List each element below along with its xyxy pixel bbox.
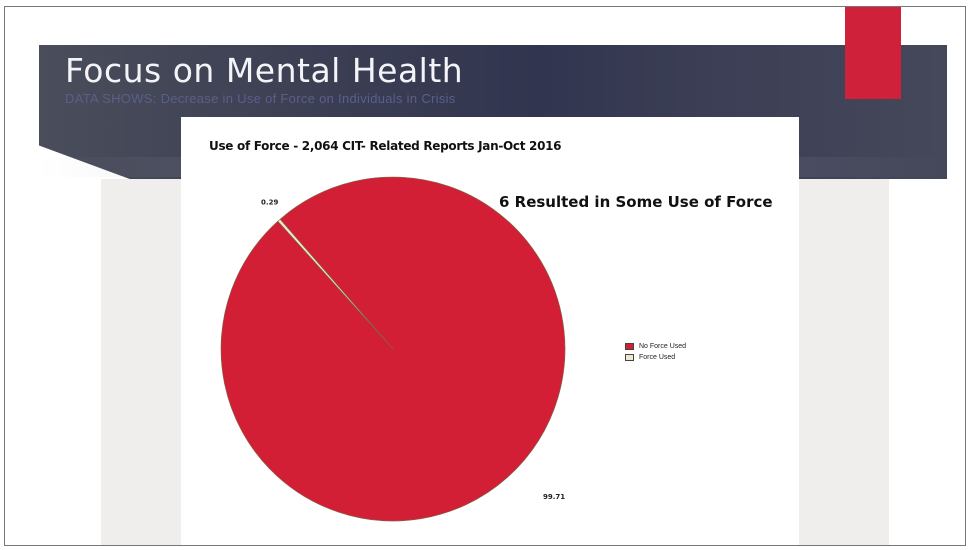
side-panel-right: [799, 179, 889, 545]
side-panel-left: [101, 179, 181, 545]
pie-slice-no-force: [220, 176, 566, 522]
slide-title: Focus on Mental Health: [65, 51, 464, 90]
legend-item-force: Force Used: [625, 352, 686, 362]
legend-label-force: Force Used: [639, 353, 676, 361]
legend-item-no-force: No Force Used: [625, 341, 686, 351]
chart-legend: No Force Used Force Used: [625, 341, 686, 363]
chart-panel: Use of Force - 2,064 CIT- Related Report…: [181, 117, 799, 545]
slice-label-no-force: 99.71: [543, 493, 565, 501]
slide: Focus on Mental Health DATA SHOWS: Decre…: [4, 6, 966, 546]
chart-annotation: 6 Resulted in Some Use of Force: [499, 193, 773, 211]
legend-swatch-no-force: [625, 342, 634, 350]
slide-subtitle: DATA SHOWS: Decrease in Use of Force on …: [65, 91, 456, 106]
legend-label-no-force: No Force Used: [639, 342, 687, 350]
legend-swatch-force: [625, 353, 634, 361]
slice-label-force: 0.29: [261, 199, 278, 207]
chart-title: Use of Force - 2,064 CIT- Related Report…: [209, 139, 562, 153]
pie-chart: 0.29 99.71: [220, 176, 566, 522]
accent-block: [845, 7, 901, 99]
